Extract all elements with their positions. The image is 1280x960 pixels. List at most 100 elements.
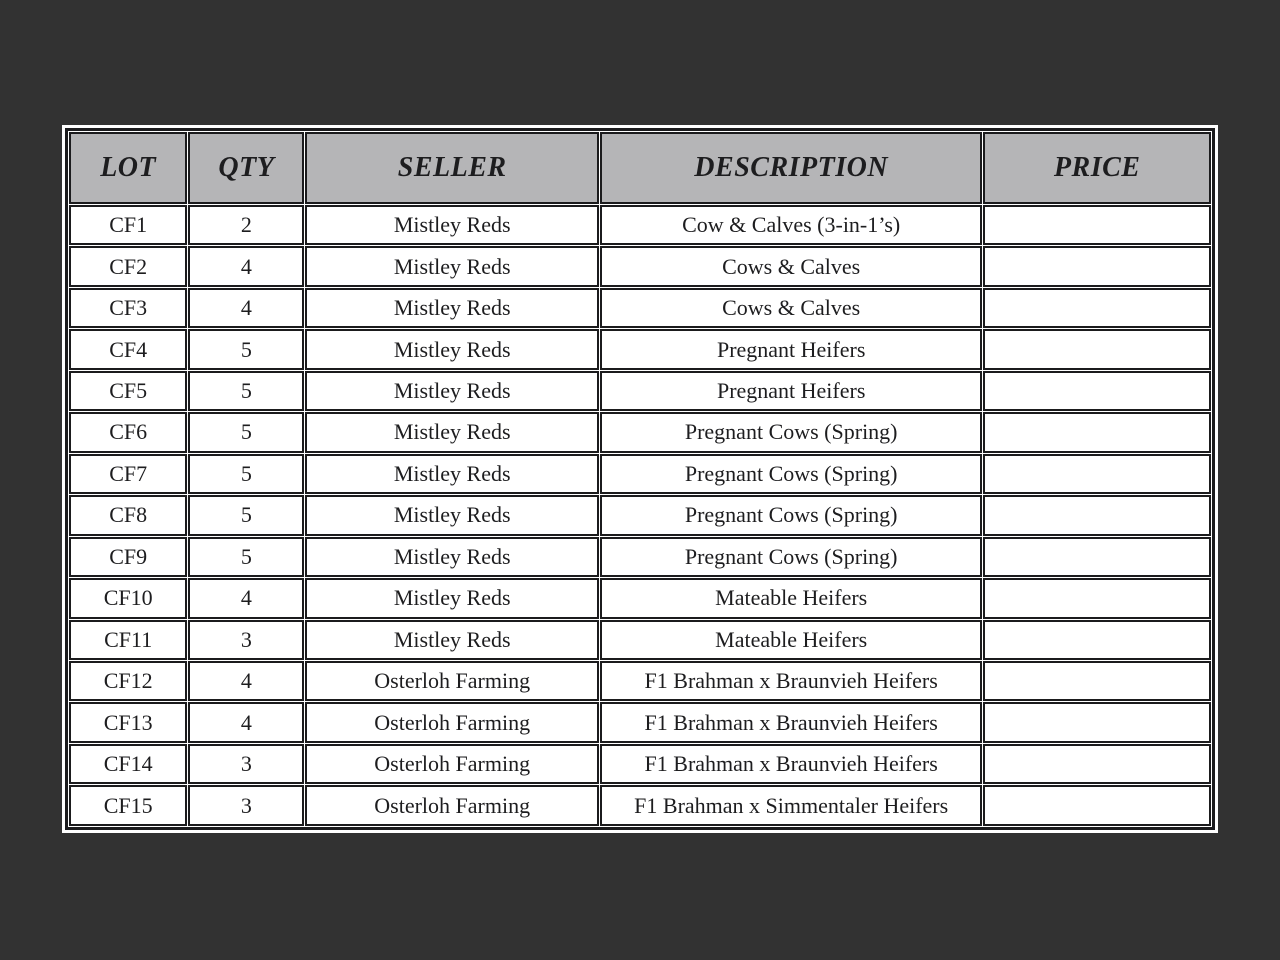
cell-price	[983, 536, 1211, 578]
cell-price	[983, 246, 1211, 287]
cell-seller: Osterloh Farming	[305, 702, 599, 743]
cell-seller: Mistley Reds	[305, 205, 599, 246]
cell-description: Cows & Calves	[600, 246, 983, 287]
table-row: CF13 4 Osterloh Farming F1 Brahman x Braunv…	[69, 702, 1211, 743]
cell-price	[983, 370, 1211, 412]
cell-description: Pregnant Cows (Spring)	[600, 536, 983, 578]
table-row: CF4 5 Mistley Reds Pregnant Heifers	[69, 329, 1211, 370]
column-header-description: DESCRIPTION	[600, 132, 983, 204]
cell-qty: 3	[188, 743, 305, 785]
table-row: CF3 4 Mistley Reds Cows & Calves	[69, 287, 1211, 329]
cell-qty: 4	[188, 702, 305, 743]
cell-seller: Mistley Reds	[305, 412, 599, 453]
cell-lot: CF13	[69, 702, 188, 743]
table-row: CF7 5 Mistley Reds Pregnant Cows (Spring)	[69, 453, 1211, 495]
cell-qty: 5	[188, 412, 305, 453]
cell-qty: 2	[188, 205, 305, 246]
cell-qty: 4	[188, 660, 305, 702]
table-header-row: LOT QTY SELLER DESCRIPTION PRICE	[69, 132, 1211, 204]
cell-lot: CF14	[69, 743, 188, 785]
cell-lot: CF12	[69, 660, 188, 702]
cell-price	[983, 619, 1211, 660]
cell-lot: CF2	[69, 246, 188, 287]
cell-seller: Mistley Reds	[305, 246, 599, 287]
table-row: CF1 2 Mistley Reds Cow & Calves (3-in-1’s)	[69, 205, 1211, 246]
cell-qty: 4	[188, 578, 305, 619]
table-row: CF15 3 Osterloh Farming F1 Brahman x Simmen…	[69, 785, 1211, 826]
cell-seller: Mistley Reds	[305, 370, 599, 412]
cell-description: F1 Brahman x Braunvieh Heifers	[600, 702, 983, 743]
cell-price	[983, 412, 1211, 453]
cell-qty: 4	[188, 287, 305, 329]
cell-price	[983, 287, 1211, 329]
cell-description: Pregnant Cows (Spring)	[600, 412, 983, 453]
cell-qty: 3	[188, 619, 305, 660]
table-row: CF14 3 Osterloh Farming F1 Brahman x Braunv…	[69, 743, 1211, 785]
cell-seller: Mistley Reds	[305, 495, 599, 536]
cell-description: F1 Brahman x Simmentaler Heifers	[600, 785, 983, 826]
cell-price	[983, 702, 1211, 743]
cell-price	[983, 453, 1211, 495]
cell-lot: CF11	[69, 619, 188, 660]
table-row: CF12 4 Osterloh Farming F1 Brahman x Braunv…	[69, 660, 1211, 702]
cell-description: Pregnant Heifers	[600, 370, 983, 412]
table-body: CF1 2 Mistley Reds Cow & Calves (3-in-1’s) C…	[69, 205, 1211, 826]
cell-price	[983, 495, 1211, 536]
cell-description: F1 Brahman x Braunvieh Heifers	[600, 660, 983, 702]
cell-lot: CF7	[69, 453, 188, 495]
column-header-qty: QTY	[188, 132, 305, 204]
table-row: CF11 3 Mistley Reds Mateable Heifers	[69, 619, 1211, 660]
cell-description: Pregnant Cows (Spring)	[600, 495, 983, 536]
table-row: CF10 4 Mistley Reds Mateable Heifers	[69, 578, 1211, 619]
cell-price	[983, 205, 1211, 246]
cell-seller: Mistley Reds	[305, 619, 599, 660]
cell-qty: 5	[188, 370, 305, 412]
table-row: CF8 5 Mistley Reds Pregnant Cows (Spring)	[69, 495, 1211, 536]
cell-lot: CF8	[69, 495, 188, 536]
cell-qty: 5	[188, 329, 305, 370]
cell-qty: 3	[188, 785, 305, 826]
cell-price	[983, 578, 1211, 619]
table-row: CF2 4 Mistley Reds Cows & Calves	[69, 246, 1211, 287]
cell-qty: 5	[188, 495, 305, 536]
column-header-lot: LOT	[69, 132, 188, 204]
cell-lot: CF5	[69, 370, 188, 412]
column-header-price: PRICE	[983, 132, 1211, 204]
cell-lot: CF10	[69, 578, 188, 619]
cell-description: Mateable Heifers	[600, 619, 983, 660]
cell-seller: Mistley Reds	[305, 453, 599, 495]
cell-price	[983, 329, 1211, 370]
auction-lot-table: LOT QTY SELLER DESCRIPTION PRICE CF1 2 Mis…	[65, 128, 1215, 830]
cell-price	[983, 785, 1211, 826]
cell-price	[983, 660, 1211, 702]
cell-seller: Mistley Reds	[305, 287, 599, 329]
cell-lot: CF15	[69, 785, 188, 826]
cell-description: Mateable Heifers	[600, 578, 983, 619]
column-header-seller: SELLER	[305, 132, 599, 204]
cell-lot: CF9	[69, 536, 188, 578]
cell-seller: Osterloh Farming	[305, 660, 599, 702]
table-row: CF9 5 Mistley Reds Pregnant Cows (Spring)	[69, 536, 1211, 578]
document-page: LOT QTY SELLER DESCRIPTION PRICE CF1 2 Mis…	[62, 125, 1218, 833]
table-row: CF5 5 Mistley Reds Pregnant Heifers	[69, 370, 1211, 412]
cell-lot: CF1	[69, 205, 188, 246]
cell-lot: CF3	[69, 287, 188, 329]
cell-description: Pregnant Heifers	[600, 329, 983, 370]
cell-qty: 5	[188, 536, 305, 578]
table-row: CF6 5 Mistley Reds Pregnant Cows (Spring)	[69, 412, 1211, 453]
cell-seller: Osterloh Farming	[305, 785, 599, 826]
cell-seller: Mistley Reds	[305, 536, 599, 578]
cell-price	[983, 743, 1211, 785]
cell-description: Cows & Calves	[600, 287, 983, 329]
cell-description: Cow & Calves (3-in-1’s)	[600, 205, 983, 246]
cell-description: F1 Brahman x Braunvieh Heifers	[600, 743, 983, 785]
cell-lot: CF4	[69, 329, 188, 370]
cell-lot: CF6	[69, 412, 188, 453]
cell-seller: Osterloh Farming	[305, 743, 599, 785]
cell-qty: 5	[188, 453, 305, 495]
cell-description: Pregnant Cows (Spring)	[600, 453, 983, 495]
cell-qty: 4	[188, 246, 305, 287]
cell-seller: Mistley Reds	[305, 578, 599, 619]
cell-seller: Mistley Reds	[305, 329, 599, 370]
